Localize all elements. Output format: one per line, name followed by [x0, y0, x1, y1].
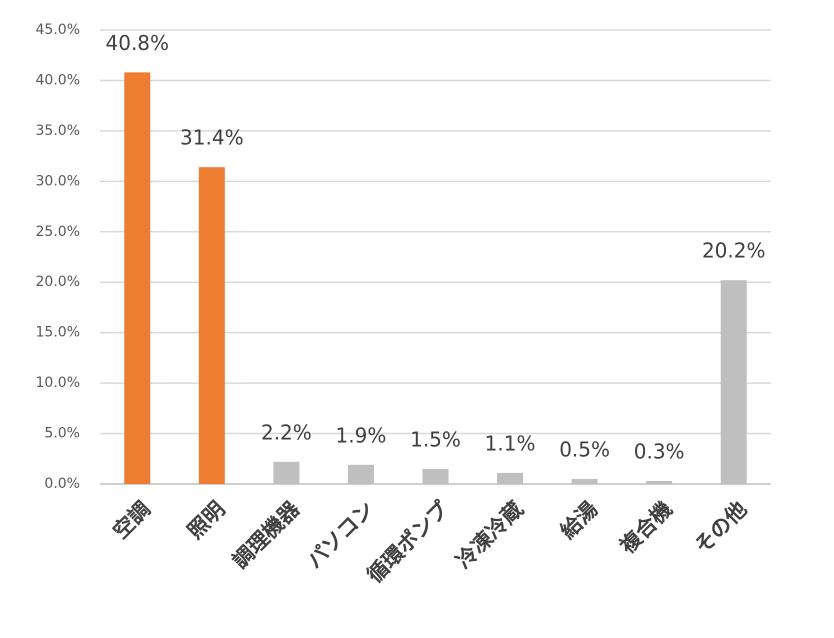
bar [422, 468, 449, 484]
value-label: 20.2% [702, 239, 766, 263]
value-label: 2.2% [261, 420, 312, 444]
bar [273, 461, 300, 484]
bar [646, 480, 673, 484]
x-tick-label: 循環ポンプ [363, 496, 454, 587]
x-tick-label: パソコン [302, 497, 378, 573]
value-label: 31.4% [180, 126, 244, 150]
y-tick-label: 15.0% [36, 325, 80, 341]
y-tick-label: 0.0% [44, 476, 80, 492]
bar [347, 464, 374, 484]
x-tick-label: 複合機 [615, 497, 677, 559]
value-label: 1.5% [410, 427, 461, 451]
value-label: 1.9% [336, 423, 387, 447]
x-tick-label: 照明 [183, 497, 230, 544]
x-tick-label: 調理機器 [228, 496, 305, 573]
bar [497, 472, 524, 484]
bar [571, 478, 598, 484]
value-label: 1.1% [485, 431, 536, 455]
x-tick-label: 冷凍冷蔵 [451, 497, 527, 573]
x-tick-label: その他 [690, 497, 752, 559]
y-tick-label: 25.0% [36, 224, 80, 240]
bar [720, 280, 747, 484]
y-tick-label: 40.0% [36, 72, 80, 88]
bar [198, 167, 225, 484]
x-tick-label: 給湯 [556, 497, 603, 544]
y-tick-label: 20.0% [36, 274, 80, 290]
value-label: 40.8% [106, 31, 170, 55]
y-tick-label: 30.0% [36, 173, 80, 189]
y-tick-label: 35.0% [36, 123, 80, 139]
y-tick-label: 10.0% [36, 375, 80, 391]
value-label: 0.5% [559, 437, 610, 461]
x-tick-label: 空調 [108, 497, 155, 544]
bar [124, 72, 151, 484]
value-label: 0.3% [634, 439, 685, 463]
y-tick-label: 45.0% [36, 22, 80, 38]
y-tick-label: 5.0% [44, 426, 80, 442]
